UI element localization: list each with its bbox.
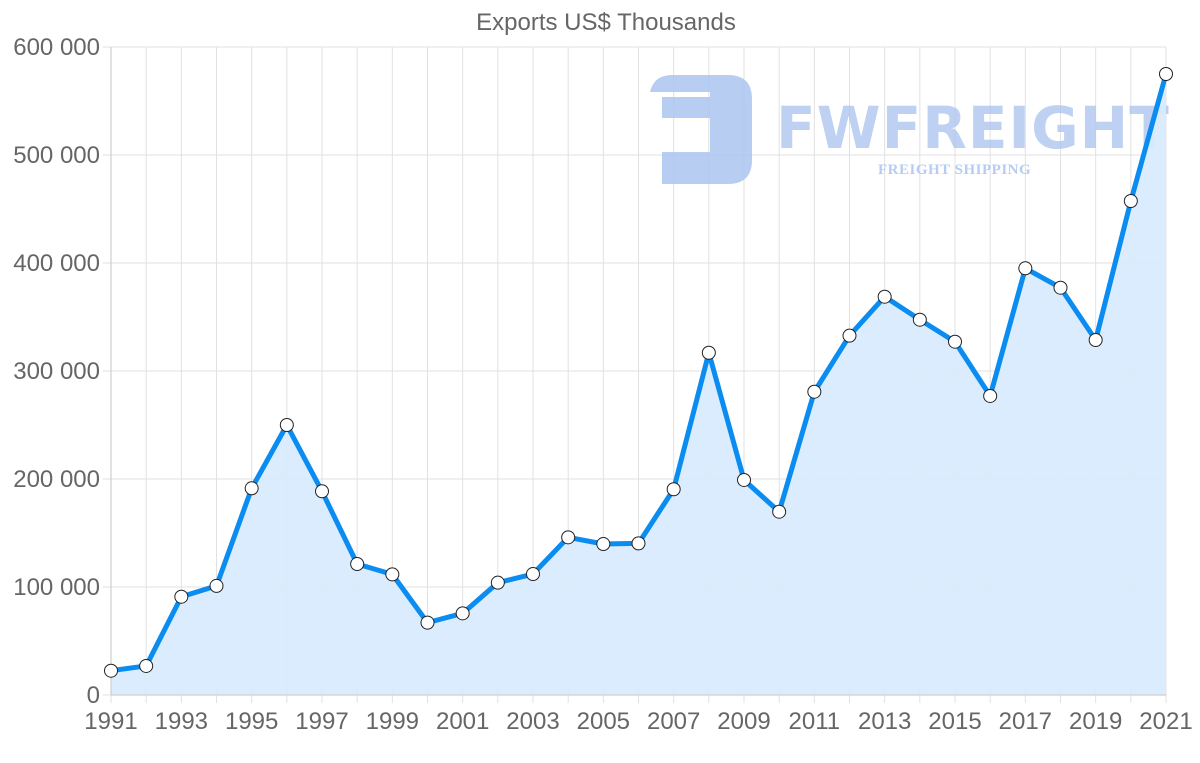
data-point[interactable] [209, 578, 224, 593]
data-point[interactable] [455, 606, 470, 621]
y-tick-label: 0 [87, 682, 100, 709]
data-point[interactable] [561, 530, 576, 545]
fw-logo-icon [650, 75, 752, 184]
data-point[interactable] [737, 472, 751, 487]
x-tick-label: 1995 [225, 708, 278, 735]
data-point[interactable] [807, 384, 822, 399]
data-points [104, 67, 1173, 678]
data-point[interactable] [104, 663, 118, 678]
y-axis-ticks: 0 100 000 200 000 300 000 400 000 500 000 600 … [13, 34, 100, 709]
data-point[interactable] [983, 388, 998, 403]
data-point[interactable] [877, 289, 892, 304]
x-tick-label: 1999 [366, 708, 419, 735]
data-point[interactable] [842, 328, 857, 343]
watermark-logo: FWFREIGHT FREIGHT SHIPPING [650, 75, 1170, 184]
x-tick-label: 1991 [84, 708, 137, 735]
data-point[interactable] [420, 615, 435, 630]
y-tick-label: 200 000 [13, 466, 100, 493]
data-point[interactable] [244, 481, 259, 496]
x-tick-label: 2005 [577, 708, 630, 735]
series-area-fill [111, 74, 1166, 695]
data-point[interactable] [174, 589, 189, 604]
x-tick-label: 2017 [999, 708, 1052, 735]
data-point[interactable] [139, 658, 154, 673]
watermark-text: FWFREIGHT [776, 94, 1170, 162]
x-tick-label: 1997 [295, 708, 348, 735]
data-point[interactable] [596, 537, 611, 552]
data-point[interactable] [1053, 280, 1068, 295]
x-tick-label: 2011 [789, 708, 841, 735]
data-point[interactable] [490, 575, 505, 590]
data-point[interactable] [279, 418, 294, 432]
data-point[interactable] [1088, 333, 1103, 348]
data-point[interactable] [385, 567, 400, 582]
data-point[interactable] [350, 556, 365, 571]
x-tick-label: 1993 [155, 708, 208, 735]
data-point[interactable] [1018, 261, 1033, 276]
y-tick-label: 600 000 [13, 34, 100, 61]
data-point[interactable] [1123, 194, 1138, 209]
y-tick-label: 300 000 [13, 358, 100, 385]
data-point[interactable] [1159, 67, 1173, 81]
data-point[interactable] [526, 567, 540, 582]
data-point[interactable] [631, 536, 646, 551]
data-point[interactable] [948, 334, 962, 349]
y-tick-label: 100 000 [13, 574, 100, 601]
data-point[interactable] [701, 345, 716, 360]
data-point[interactable] [912, 312, 927, 327]
x-axis-ticks: 1991 1993 1995 1997 1999 2001 2003 2005 2007 2009… [84, 708, 1192, 735]
y-tick-label: 500 000 [13, 142, 100, 169]
watermark-subtext: FREIGHT SHIPPING [878, 162, 1031, 178]
x-tick-label: 2001 [436, 708, 489, 735]
y-tick-label: 400 000 [13, 250, 100, 277]
x-tick-label: 2013 [858, 708, 911, 735]
x-tick-label: 2015 [928, 708, 981, 735]
x-tick-label: 2019 [1069, 708, 1122, 735]
data-point[interactable] [772, 504, 787, 519]
chart-title: Exports US$ Thousands [476, 9, 736, 36]
data-point[interactable] [315, 484, 329, 499]
x-tick-label: 2009 [717, 708, 770, 735]
x-tick-label: 2007 [647, 708, 700, 735]
x-tick-label: 2021 [1139, 708, 1192, 735]
x-tick-label: 2003 [506, 708, 559, 735]
data-point[interactable] [666, 482, 681, 497]
